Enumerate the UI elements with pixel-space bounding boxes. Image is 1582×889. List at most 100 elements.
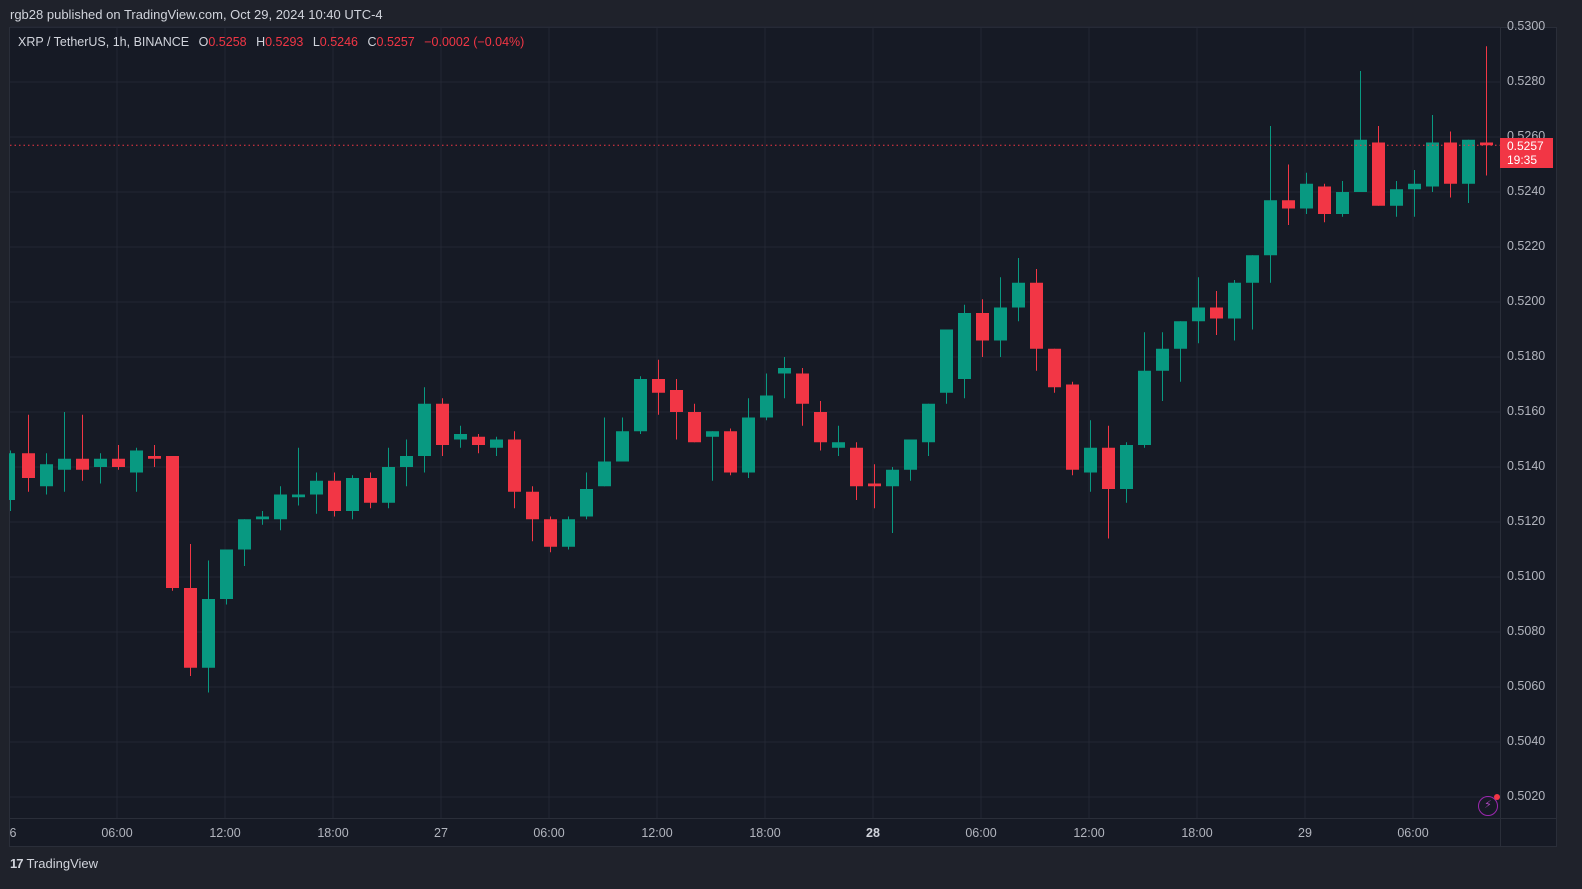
candle-down (850, 447, 863, 487)
candle-up (742, 417, 755, 473)
candle-up (490, 439, 503, 448)
symbol-legend: XRP / TetherUS, 1h, BINANCE O0.5258 H 0.5… (18, 35, 524, 49)
open-label: O (198, 35, 209, 49)
time-tick-label: 06:00 (1397, 826, 1429, 840)
candle-down (1048, 348, 1061, 388)
time-tick-label: 18:00 (317, 826, 349, 840)
price-tick-label: 0.5040 (1507, 734, 1546, 748)
candle-up (580, 489, 593, 517)
low-value: 0.5246 (319, 35, 359, 49)
candle-up (1408, 183, 1421, 190)
candle-up (400, 456, 413, 467)
candle-up (274, 494, 287, 520)
time-tick-label: 18:00 (749, 826, 781, 840)
candle-up (922, 403, 935, 443)
candle-down (814, 412, 827, 443)
candle-up (1084, 447, 1097, 473)
time-tick-label: 12:00 (209, 826, 241, 840)
time-tick-label: 12:00 (641, 826, 673, 840)
published-line: rgb28 published on TradingView.com, Oct … (10, 7, 383, 22)
candle-down (1066, 384, 1079, 470)
candle-up (1426, 142, 1439, 187)
candle-up (1192, 307, 1205, 322)
candle-down (166, 456, 179, 588)
candle-up (58, 458, 71, 470)
candle-up (1120, 445, 1133, 489)
price-tick-label: 0.5060 (1507, 679, 1546, 693)
candle-down (148, 456, 161, 459)
candle-up (9, 453, 15, 500)
time-tick-label: 06:00 (965, 826, 997, 840)
candle-up (256, 516, 269, 520)
candle-up (454, 434, 467, 440)
candle-up (886, 469, 899, 487)
candle-up (1174, 321, 1187, 349)
price-tick-label: 0.5280 (1507, 74, 1546, 88)
time-tick-label: 06:00 (101, 826, 133, 840)
open-value: 0.5258 (208, 35, 247, 49)
time-tick-label: 29 (1298, 826, 1312, 840)
high-label: H (256, 35, 266, 49)
price-tick-label: 0.5200 (1507, 294, 1546, 308)
candle-down (1210, 307, 1223, 319)
candle-down (724, 431, 737, 473)
candle-down (1102, 447, 1115, 489)
candle-up (1012, 282, 1025, 308)
candle-down (868, 483, 881, 487)
candle-up (1156, 348, 1169, 371)
time-tick-label: 27 (434, 826, 448, 840)
candle-up (778, 368, 791, 374)
chart-pane[interactable] (9, 27, 1557, 847)
candle-up (1228, 282, 1241, 319)
lightning-alert-icon[interactable]: ⚡ (1478, 794, 1500, 816)
candle-down (76, 458, 89, 470)
candle-up (1462, 139, 1475, 184)
candle-up (958, 313, 971, 379)
candle-down (1282, 200, 1295, 209)
symbol-title[interactable]: XRP / TetherUS, 1h, BINANCE (18, 35, 190, 49)
last-price-tag: 0.5257 19:35 (1500, 138, 1553, 168)
low-label: L (312, 35, 320, 49)
candle-up (292, 494, 305, 498)
time-tick-label: 12:00 (1073, 826, 1105, 840)
candle-down (526, 491, 539, 520)
candle-up (238, 519, 251, 550)
candle-down (1444, 142, 1457, 184)
brand-name: TradingView (26, 856, 99, 871)
price-tick-label: 0.5180 (1507, 349, 1546, 363)
candle-down (22, 453, 35, 478)
footer-branding[interactable]: 17 TradingView (10, 856, 98, 871)
candle-down (328, 480, 341, 511)
candle-up (418, 403, 431, 456)
candle-up (994, 307, 1007, 341)
candle-up (634, 379, 647, 432)
price-tick-label: 0.5240 (1507, 184, 1546, 198)
candle-up (616, 431, 629, 462)
price-tick-label: 0.5020 (1507, 789, 1546, 803)
candle-up (1138, 370, 1151, 445)
candle-up (598, 461, 611, 487)
candle-up (706, 431, 719, 437)
candle-down (472, 436, 485, 445)
close-value: 0.5257 (376, 35, 415, 49)
candle-down (112, 458, 125, 467)
price-tick-label: 0.5080 (1507, 624, 1546, 638)
candle-down (688, 412, 701, 443)
candle-down (652, 379, 665, 393)
candle-up (382, 467, 395, 503)
candle-up (1336, 192, 1349, 214)
candle-down (544, 519, 557, 547)
candle-up (760, 395, 773, 418)
candle-down (670, 390, 683, 412)
candle-up (904, 439, 917, 470)
candle-up (940, 329, 953, 393)
candle-up (202, 599, 215, 668)
bar-countdown: 19:35 (1507, 153, 1538, 167)
candle-up (130, 450, 143, 473)
candle-up (220, 549, 233, 599)
candle-down (1480, 142, 1493, 146)
candle-down (508, 439, 521, 492)
close-label: C (367, 35, 377, 49)
price-tick-label: 0.5120 (1507, 514, 1546, 528)
